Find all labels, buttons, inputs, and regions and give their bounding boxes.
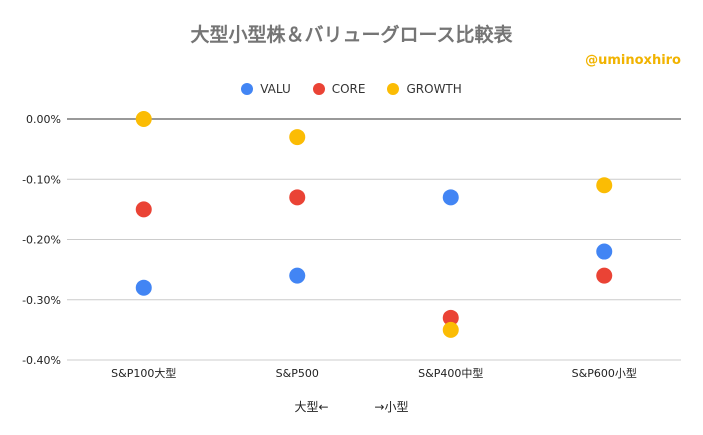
y-tick-label: -0.20% — [22, 234, 61, 247]
legend-item-growth: GROWTH — [387, 82, 462, 96]
legend-item-valu: VALU — [241, 82, 291, 96]
legend-label-core: CORE — [331, 82, 366, 96]
legend-marker-growth — [387, 83, 400, 95]
y-tick-label: -0.40% — [22, 354, 61, 367]
x-tick-label: S&P600小型 — [572, 366, 637, 380]
legend-marker-valu — [241, 83, 254, 95]
point-core — [135, 201, 152, 218]
credit-label: @uminoxhiro — [585, 53, 681, 68]
point-valu — [442, 189, 459, 206]
point-growth — [596, 177, 613, 194]
point-growth — [442, 321, 459, 338]
point-valu — [596, 243, 613, 260]
y-tick-label: -0.30% — [22, 294, 61, 307]
point-growth — [135, 111, 152, 127]
x-tick-label: S&P100大型 — [111, 366, 176, 380]
legend-marker-core — [312, 83, 325, 95]
point-valu — [135, 279, 152, 296]
x-tick-label: S&P400中型 — [418, 366, 483, 380]
point-core — [442, 309, 459, 326]
legend-item-core: CORE — [312, 82, 366, 96]
legend: VALU CORE GROWTH — [0, 82, 703, 96]
legend-label-growth: GROWTH — [406, 82, 462, 96]
y-tick-label: 0.00% — [26, 113, 61, 126]
x-axis-label-right: →小型 — [374, 400, 409, 414]
chart-title: 大型小型株＆バリューグロース比較表 — [190, 24, 513, 46]
point-core — [596, 267, 613, 284]
point-growth — [289, 129, 306, 146]
x-axis-label: 大型← →小型 — [0, 398, 703, 415]
x-axis-label-left: 大型← — [294, 400, 329, 414]
point-core — [289, 189, 306, 206]
y-tick-label: -0.10% — [22, 173, 61, 186]
point-valu — [289, 267, 306, 284]
legend-label-valu: VALU — [260, 82, 291, 96]
x-tick-label: S&P500 — [276, 367, 319, 380]
